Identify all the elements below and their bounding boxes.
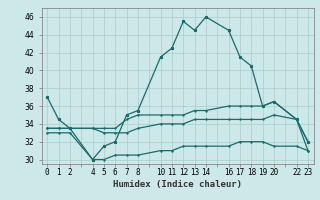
X-axis label: Humidex (Indice chaleur): Humidex (Indice chaleur) xyxy=(113,180,242,189)
